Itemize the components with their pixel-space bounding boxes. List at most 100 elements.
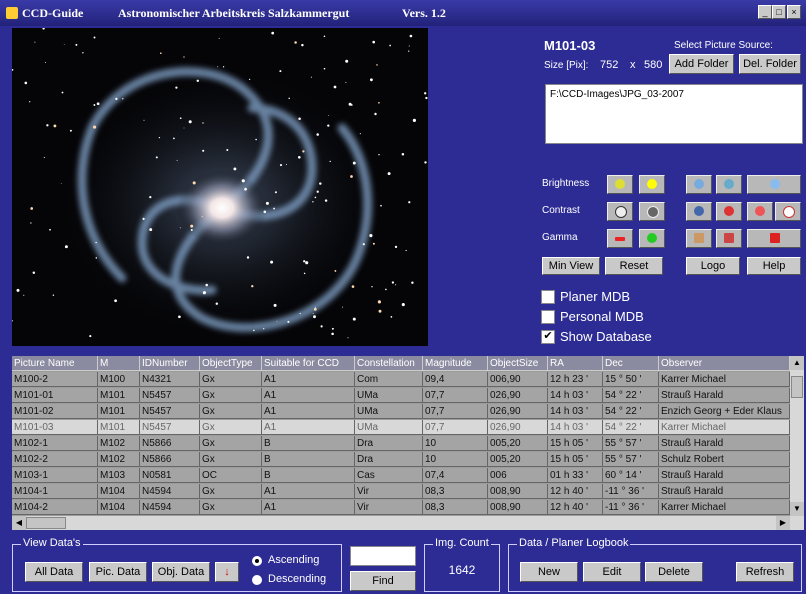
planer-mdb-checkbox[interactable] <box>541 290 555 304</box>
table-cell[interactable]: 55 ° 57 ' <box>603 436 659 451</box>
table-cell[interactable]: 12 h 23 ' <box>548 372 603 387</box>
export-button[interactable] <box>716 229 742 248</box>
maximize-button[interactable]: □ <box>772 5 786 19</box>
table-cell[interactable]: 006,90 <box>488 372 548 387</box>
column-header[interactable]: Magnitude <box>423 356 488 371</box>
table-cell[interactable]: B <box>262 468 355 483</box>
table-cell[interactable]: 10 <box>423 436 488 451</box>
add-folder-button[interactable]: Add Folder <box>669 54 734 74</box>
table-cell[interactable]: N5457 <box>140 420 200 435</box>
column-header[interactable]: Picture Name <box>12 356 98 371</box>
column-header[interactable]: Observer <box>659 356 790 371</box>
table-cell[interactable]: N5866 <box>140 436 200 451</box>
table-cell[interactable]: Strauß Harald <box>659 436 790 451</box>
table-cell[interactable]: Strauß Harald <box>659 484 790 499</box>
table-cell[interactable]: OC <box>200 468 262 483</box>
table-cell[interactable]: B <box>262 436 355 451</box>
table-cell[interactable]: N5866 <box>140 452 200 467</box>
mirror-button[interactable] <box>775 202 801 221</box>
table-cell[interactable]: 54 ° 22 ' <box>603 404 659 419</box>
table-cell[interactable]: N0581 <box>140 468 200 483</box>
column-header[interactable]: Suitable for CCD <box>262 356 355 371</box>
table-cell[interactable]: M104-1 <box>12 484 98 499</box>
column-header[interactable]: Dec <box>603 356 659 371</box>
table-cell[interactable]: Enzich Georg + Eder Klaus <box>659 404 790 419</box>
gamma-down[interactable] <box>607 229 633 248</box>
table-cell[interactable]: 55 ° 57 ' <box>603 452 659 467</box>
table-cell[interactable]: 07,4 <box>423 468 488 483</box>
table-cell[interactable]: 01 h 33 ' <box>548 468 603 483</box>
table-cell[interactable]: 008,90 <box>488 484 548 499</box>
table-cell[interactable]: M101 <box>98 388 140 403</box>
table-cell[interactable]: Schulz Robert <box>659 452 790 467</box>
table-cell[interactable]: M101 <box>98 404 140 419</box>
table-cell[interactable]: 09,4 <box>423 372 488 387</box>
table-cell[interactable]: A1 <box>262 388 355 403</box>
column-header[interactable]: IDNumber <box>140 356 200 371</box>
all-data-button[interactable]: All Data <box>25 562 83 582</box>
table-cell[interactable]: 026,90 <box>488 420 548 435</box>
table-cell[interactable]: M103 <box>98 468 140 483</box>
column-header[interactable]: RA <box>548 356 603 371</box>
table-cell[interactable]: Karrer Michael <box>659 420 790 435</box>
table-cell[interactable]: N4321 <box>140 372 200 387</box>
table-cell[interactable]: N5457 <box>140 388 200 403</box>
table-cell[interactable]: 08,3 <box>423 500 488 515</box>
table-cell[interactable]: B <box>262 452 355 467</box>
table-cell[interactable]: 08,3 <box>423 484 488 499</box>
table-cell[interactable]: 12 h 40 ' <box>548 484 603 499</box>
column-header[interactable]: Constellation <box>355 356 423 371</box>
table-cell[interactable]: 14 h 03 ' <box>548 388 603 403</box>
table-cell[interactable]: M104-2 <box>12 500 98 515</box>
table-cell[interactable]: Gx <box>200 436 262 451</box>
table-cell[interactable]: M100-2 <box>12 372 98 387</box>
personal-mdb-checkbox[interactable] <box>541 310 555 324</box>
table-cell[interactable]: UMa <box>355 388 423 403</box>
table-cell[interactable]: Gx <box>200 500 262 515</box>
flip-button[interactable] <box>747 202 773 221</box>
table-cell[interactable]: Karrer Michael <box>659 372 790 387</box>
table-cell[interactable]: N5457 <box>140 404 200 419</box>
gamma-up[interactable] <box>639 229 665 248</box>
table-cell[interactable]: 14 h 03 ' <box>548 404 603 419</box>
table-cell[interactable]: M104 <box>98 500 140 515</box>
table-cell[interactable]: Gx <box>200 388 262 403</box>
table-cell[interactable]: M101-02 <box>12 404 98 419</box>
table-cell[interactable]: 07,7 <box>423 420 488 435</box>
show-database-checkbox[interactable]: ✔ <box>541 330 555 344</box>
table-cell[interactable]: UMa <box>355 420 423 435</box>
table-cell[interactable]: 15 h 05 ' <box>548 452 603 467</box>
table-cell[interactable]: Gx <box>200 484 262 499</box>
zoom-in[interactable] <box>716 175 742 194</box>
table-cell[interactable]: 14 h 03 ' <box>548 420 603 435</box>
minimize-button[interactable]: _ <box>758 5 772 19</box>
close-button[interactable]: × <box>787 5 801 19</box>
table-cell[interactable]: M101 <box>98 420 140 435</box>
contrast-up[interactable] <box>639 202 665 221</box>
print-button[interactable] <box>686 229 712 248</box>
zoom-full[interactable] <box>747 175 801 194</box>
table-cell[interactable]: Cas <box>355 468 423 483</box>
table-cell[interactable]: 54 ° 22 ' <box>603 420 659 435</box>
help-button[interactable]: Help <box>747 257 801 275</box>
table-cell[interactable]: Gx <box>200 420 262 435</box>
table-cell[interactable]: Karrer Michael <box>659 500 790 515</box>
table-cell[interactable]: Strauß Harald <box>659 388 790 403</box>
reset-button[interactable]: Reset <box>605 257 663 275</box>
min-view-button[interactable]: Min View <box>542 257 600 275</box>
path-box[interactable]: F:\CCD-Images\JPG_03-2007 <box>545 84 803 144</box>
descending-radio[interactable] <box>252 575 262 585</box>
table-cell[interactable]: 07,7 <box>423 404 488 419</box>
column-header[interactable]: ObjectType <box>200 356 262 371</box>
table-cell[interactable]: A1 <box>262 420 355 435</box>
table-cell[interactable]: Com <box>355 372 423 387</box>
table-cell[interactable]: 60 ° 14 ' <box>603 468 659 483</box>
table-cell[interactable]: M102 <box>98 452 140 467</box>
table-cell[interactable]: 15 ° 50 ' <box>603 372 659 387</box>
sort-button[interactable]: ↓ <box>215 562 239 582</box>
table-cell[interactable]: Dra <box>355 452 423 467</box>
table-cell[interactable]: Gx <box>200 452 262 467</box>
table-cell[interactable]: Gx <box>200 404 262 419</box>
table-cell[interactable]: UMa <box>355 404 423 419</box>
table-cell[interactable]: -11 ° 36 ' <box>603 484 659 499</box>
